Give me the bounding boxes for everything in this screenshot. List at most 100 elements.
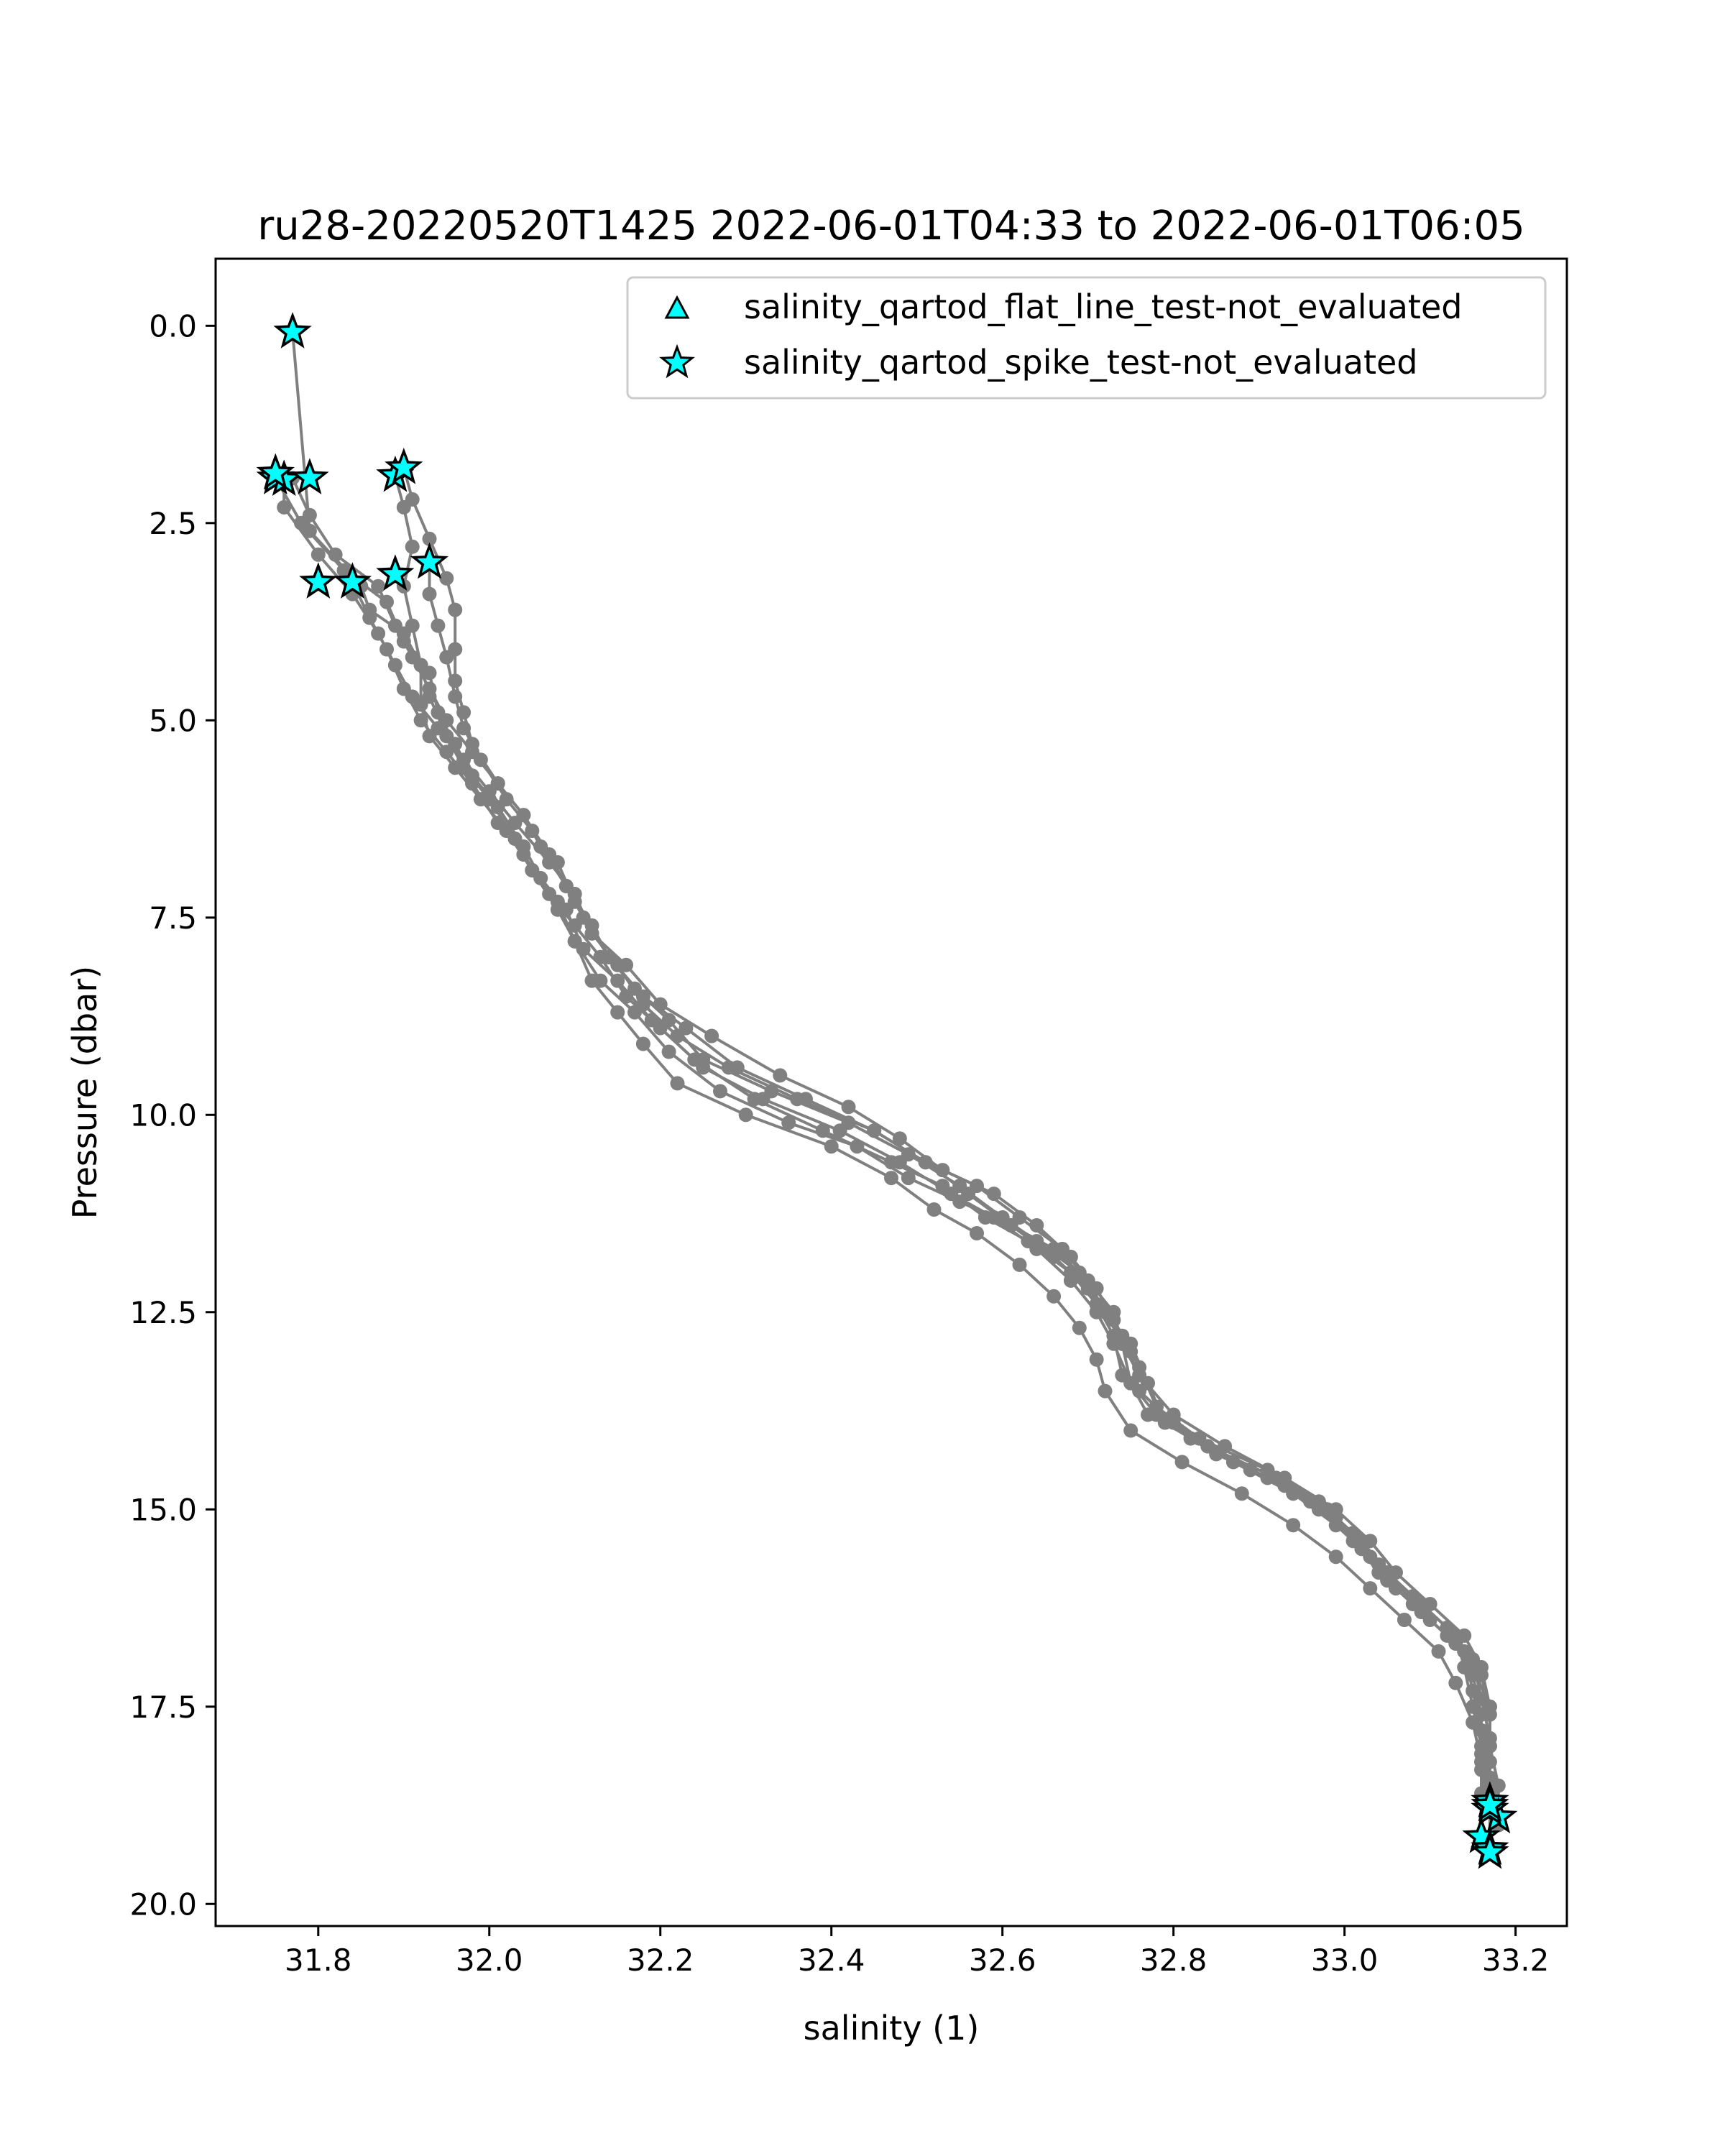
spike-test-marker [256,453,295,490]
profile-point [396,681,411,696]
profile-point [525,824,540,838]
profile-point [405,618,420,633]
profile-point [824,1139,839,1154]
profile-point [516,847,531,862]
profile-point [901,1171,916,1186]
y-tick-label: 2.5 [149,506,197,541]
y-tick-label: 7.5 [149,900,197,936]
profile-point [832,1123,847,1138]
profile-point [1098,1383,1113,1399]
legend-triangle-marker [664,295,690,319]
profile-point [584,973,599,988]
profile-point [422,586,437,602]
profile-line [351,581,1491,1853]
profile-point [567,934,582,949]
profile-point [1080,1273,1095,1288]
spike-test-marker [1471,1832,1509,1869]
y-axis-ticks: 0.0 2.5 5.0 7.5 10.0 12.5 15.0 17.5 20.0 [129,308,216,1922]
profile-point [584,926,599,941]
profile-point [507,831,523,846]
profile-5 [387,468,1497,1812]
profile-point [533,839,548,854]
profile-point [1106,1336,1121,1351]
profile-point [944,1187,959,1202]
profile-point [422,689,437,704]
profile-point [336,563,351,578]
spike-test-marker [273,312,312,349]
profile-point [1328,1549,1343,1565]
profile-point [1166,1407,1181,1422]
profile-point [448,602,463,617]
x-axis-ticks: 31.8 32.0 32.2 32.4 32.6 32.8 33.0 33.2 [285,1926,1549,1978]
profile-point [456,760,472,775]
profile-point [1448,1636,1463,1651]
profile-point [1311,1502,1326,1517]
profile-point [670,1076,685,1091]
profile-point [1029,1241,1044,1256]
profile-point [1089,1352,1104,1367]
profile-point [413,658,428,673]
profile-point [619,989,634,1004]
profile-point [1106,1304,1121,1319]
profile-point [704,1028,719,1044]
profile-point [653,1021,668,1036]
legend: salinity_qartod_flat_line_test-not_evalu… [626,276,1547,400]
x-tick-label: 33.2 [1482,1943,1550,1978]
legend-label-flat-line-test: salinity_qartod_flat_line_test-not_evalu… [744,287,1462,326]
profile-point [970,1226,984,1240]
profile-point [1277,1470,1292,1485]
profile-point [1363,1581,1378,1596]
profile-point [310,547,326,562]
x-axis-label: salinity (1) [804,2009,980,2047]
spike-test-marker [410,542,449,579]
profile-point [593,949,608,964]
profile-point [713,1084,727,1099]
profile-point [1123,1423,1138,1438]
spike-test-marker [299,562,338,599]
spike-test-marker [290,458,329,494]
profile-point [815,1123,830,1138]
profile-point [635,1036,650,1051]
profile-point [328,547,343,562]
profile-point [439,571,454,586]
profile-point [387,618,402,633]
profile-point [1363,1549,1378,1565]
profile-point [567,894,582,909]
x-tick-label: 32.8 [1140,1943,1208,1978]
y-tick-label: 5.0 [149,703,197,738]
y-tick-label: 17.5 [129,1690,197,1725]
profile-point [567,918,582,933]
y-tick-label: 20.0 [129,1886,197,1922]
legend-box [626,276,1547,400]
profile-point [961,1187,976,1202]
profile-point [1474,1746,1489,1761]
profile-point [884,1171,898,1186]
profile-point [439,729,454,744]
profile-8 [345,575,1497,1860]
profile-point [1200,1439,1215,1454]
profile-point [926,1202,942,1217]
profile-point [422,531,437,546]
profile-line [393,475,1491,1806]
profile-point [490,816,505,830]
profile-point [1474,1707,1489,1722]
profile-point [1063,1273,1078,1288]
x-tick-label: 32.6 [969,1943,1036,1978]
profile-point [892,1155,907,1170]
profile-point [781,1115,796,1130]
profile-point [473,752,488,768]
profile-point [986,1210,1001,1225]
profile-point [1072,1320,1087,1335]
y-tick-label: 10.0 [129,1097,197,1133]
profile-point [610,1005,625,1020]
y-axis-label: Pressure (dbar) [65,966,104,1219]
profile-point [439,650,454,665]
legend-label-spike-test: salinity_qartod_spike_test-not_evaluated [744,343,1417,382]
profile-point [1234,1486,1249,1501]
profile-point [773,1068,788,1083]
profile-point [516,808,531,823]
profile-point [918,1155,933,1170]
profile-point [738,1107,753,1123]
profile-point [696,1060,711,1075]
